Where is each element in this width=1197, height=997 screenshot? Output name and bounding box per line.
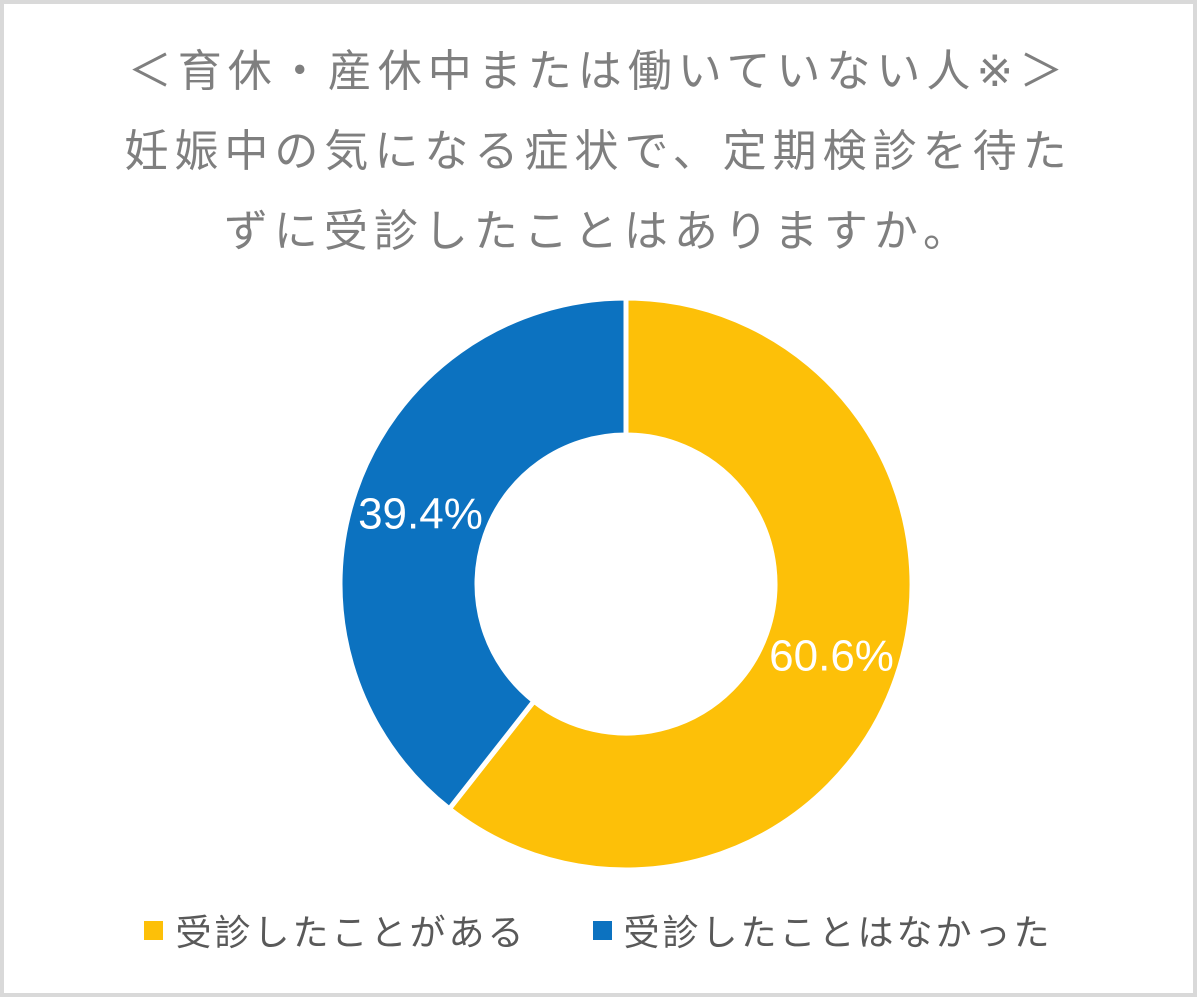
data-label-0: 60.6% [769, 631, 894, 680]
data-label-1: 39.4% [358, 489, 483, 538]
chart-title-line-1: ＜育休・産休中または働いていない人※＞ [127, 47, 1070, 96]
chart-legend: 受診したことがある 受診したことはなかった [4, 902, 1193, 958]
legend-label-has-visited: 受診したことがある [175, 912, 527, 953]
chart-title-line-3: ずに受診したことはありますか。 [223, 207, 974, 256]
pie-slice-0 [445, 295, 915, 873]
donut-chart: 60.6% 39.4% [337, 295, 915, 873]
legend-swatch-blue [592, 920, 612, 940]
legend-item-not-visited: 受診したことはなかった [592, 904, 1053, 956]
legend-item-has-visited: 受診したことがある [144, 904, 526, 956]
chart-title: ＜育休・産休中または働いていない人※＞ 妊娠中の気になる症状で、定期検診を待た … [4, 32, 1193, 272]
legend-swatch-yellow [144, 920, 164, 940]
pie-slice-1 [337, 295, 629, 813]
legend-label-not-visited: 受診したことはなかった [623, 912, 1053, 953]
chart-title-line-2: 妊娠中の気になる症状で、定期検診を待た [124, 127, 1073, 176]
